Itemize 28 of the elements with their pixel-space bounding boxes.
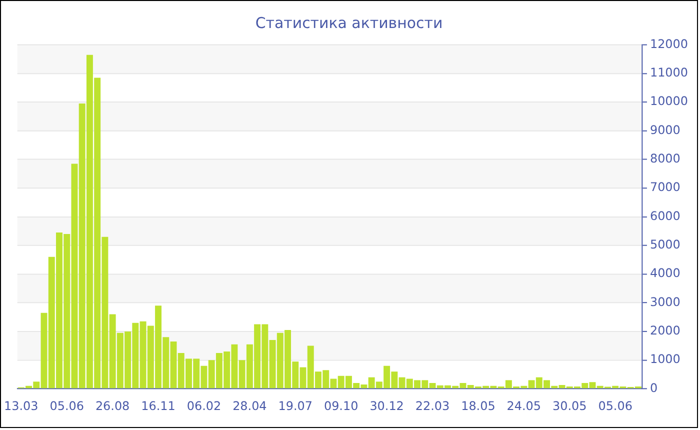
y-tick-label: 8000 — [650, 152, 680, 166]
y-tick-label: 0 — [650, 380, 658, 395]
x-tick-label: 30.12 — [370, 399, 404, 413]
y-tick-label: 9000 — [650, 122, 680, 137]
y-tick-label: 7000 — [650, 180, 680, 194]
x-tick-label: 22.03 — [415, 399, 450, 413]
x-tick-label: 06.02 — [186, 399, 222, 413]
x-tick-label: 24.05 — [506, 399, 542, 413]
x-tick-label: 05.06 — [50, 399, 84, 413]
x-tick-label: 19.07 — [278, 399, 312, 413]
y-tick-label: 2000 — [650, 324, 680, 338]
y-tick-label: 11000 — [650, 66, 688, 80]
y-tick-label: 10000 — [650, 94, 688, 108]
x-tick-label: 09.10 — [324, 399, 358, 413]
x-tick-label: 13.03 — [4, 399, 38, 413]
x-tick-label: 16.11 — [141, 399, 176, 413]
chart-title: Статистика активности — [255, 14, 443, 32]
y-tick-label: 4000 — [650, 266, 680, 280]
x-tick-label: 26.08 — [95, 399, 130, 413]
y-tick-label: 3000 — [650, 294, 680, 309]
y-tick-label: 5000 — [650, 238, 680, 252]
x-tick-label: 28.04 — [232, 399, 267, 413]
x-tick-label: 30.05 — [552, 399, 587, 413]
x-tick-label: 18.05 — [461, 399, 496, 413]
y-tick-label: 12000 — [650, 36, 688, 51]
y-tick-label: 6000 — [650, 208, 680, 223]
x-tick-label: 05.06 — [598, 399, 632, 413]
y-tick-label: 1000 — [650, 352, 680, 366]
